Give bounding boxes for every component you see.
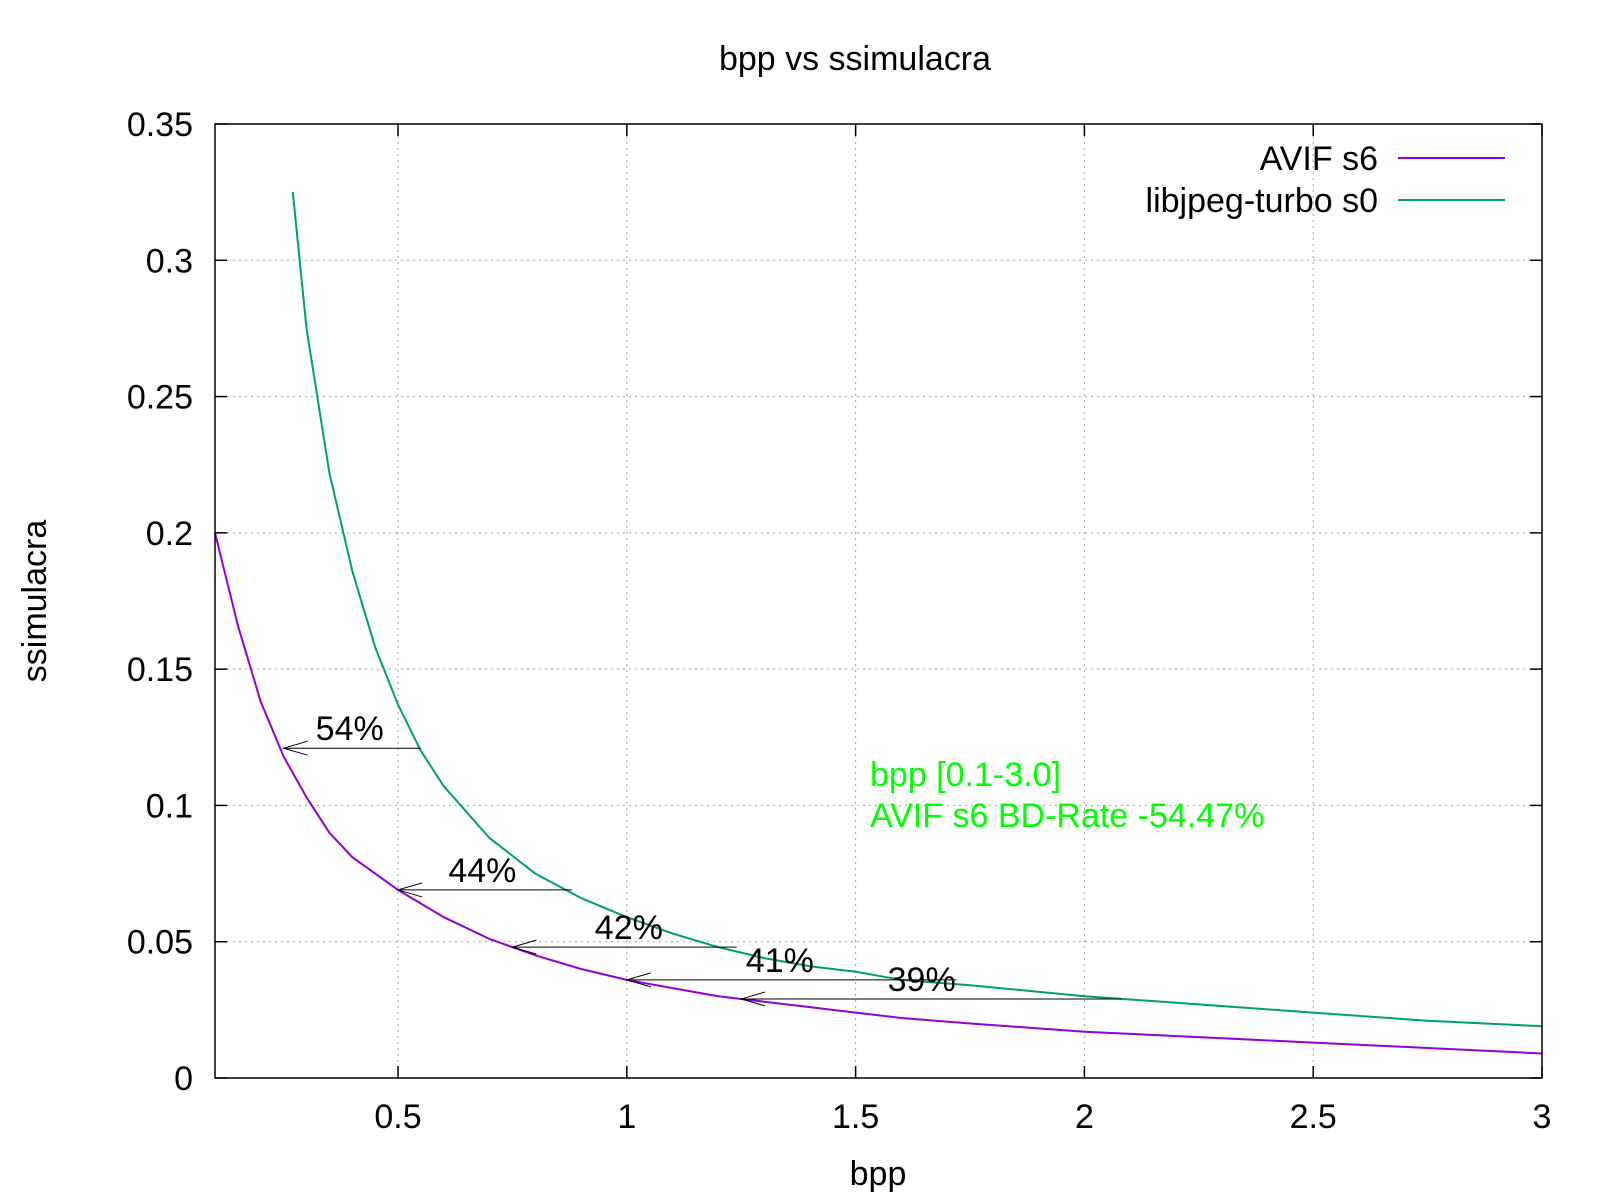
- bd-rate-value-label: AVIF s6 BD-Rate -54.47%: [870, 797, 1264, 835]
- x-tick-label: 2: [1075, 1098, 1094, 1136]
- x-tick-label: 2.5: [1290, 1098, 1337, 1136]
- improvement-label: 42%: [595, 909, 663, 947]
- x-axis-ticks: 0.5 1 1.5 2 2.5 3: [374, 124, 1551, 1136]
- x-axis-label: bpp: [850, 1155, 907, 1193]
- legend-label: AVIF s6: [1260, 140, 1378, 178]
- legend-entry: libjpeg-turbo s0: [1146, 182, 1505, 220]
- plot-frame: [214, 123, 1543, 1079]
- arrow-head: [281, 740, 308, 756]
- arrow-head: [625, 972, 651, 988]
- annotation-arrow: 39%: [739, 961, 1122, 1007]
- y-axis-label: ssimulacra: [16, 520, 54, 683]
- annotation-arrow: 42%: [510, 909, 737, 955]
- x-tick-label: 3: [1533, 1098, 1552, 1136]
- improvement-label: 54%: [316, 710, 384, 748]
- y-tick-label: 0: [174, 1060, 193, 1098]
- annotation-arrow: 41%: [625, 942, 957, 988]
- x-tick-label: 0.5: [374, 1098, 421, 1136]
- improvement-label: 41%: [746, 942, 814, 980]
- y-tick-label: 0.25: [127, 379, 193, 417]
- y-tick-label: 0.35: [127, 106, 193, 144]
- improvement-label: 44%: [448, 852, 516, 890]
- arrow-head: [510, 939, 537, 955]
- legend-entry: AVIF s6: [1260, 140, 1505, 178]
- bd-rate-range-label: bpp [0.1-3.0]: [870, 756, 1061, 794]
- improvement-annotations: 54% 44% 42% 41% 39%: [281, 710, 1122, 1007]
- y-axis-ticks: 0 0.05 0.1 0.15 0.2 0.25 0.3 0.35: [127, 106, 1542, 1098]
- series-line-libjpeg-turbo-s0: [291, 191, 1543, 1028]
- y-tick-label: 0.15: [127, 651, 193, 689]
- x-tick-label: 1.5: [832, 1098, 879, 1136]
- arrow-head: [739, 991, 766, 1007]
- legend-label: libjpeg-turbo s0: [1146, 182, 1378, 220]
- y-tick-label: 0.3: [146, 242, 193, 280]
- chart-title: bpp vs ssimulacra: [719, 40, 991, 78]
- y-tick-label: 0.05: [127, 924, 193, 962]
- improvement-label: 39%: [888, 961, 956, 999]
- y-tick-label: 0.1: [146, 787, 193, 825]
- legend: AVIF s6 libjpeg-turbo s0: [1146, 140, 1505, 220]
- annotation-arrow: 44%: [396, 852, 572, 898]
- arrow-head: [396, 882, 423, 898]
- grid: [215, 124, 1542, 1078]
- series-lines: [214, 191, 1543, 1055]
- bd-rate-annotation: bpp [0.1-3.0] AVIF s6 BD-Rate -54.47%: [870, 756, 1264, 835]
- series-line-avif-s6: [214, 532, 1543, 1055]
- annotation-arrow: 54%: [281, 710, 421, 756]
- y-tick-label: 0.2: [146, 515, 193, 553]
- x-tick-label: 1: [617, 1098, 636, 1136]
